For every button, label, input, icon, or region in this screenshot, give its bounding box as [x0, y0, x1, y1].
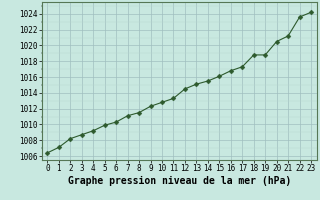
X-axis label: Graphe pression niveau de la mer (hPa): Graphe pression niveau de la mer (hPa) [68, 176, 291, 186]
